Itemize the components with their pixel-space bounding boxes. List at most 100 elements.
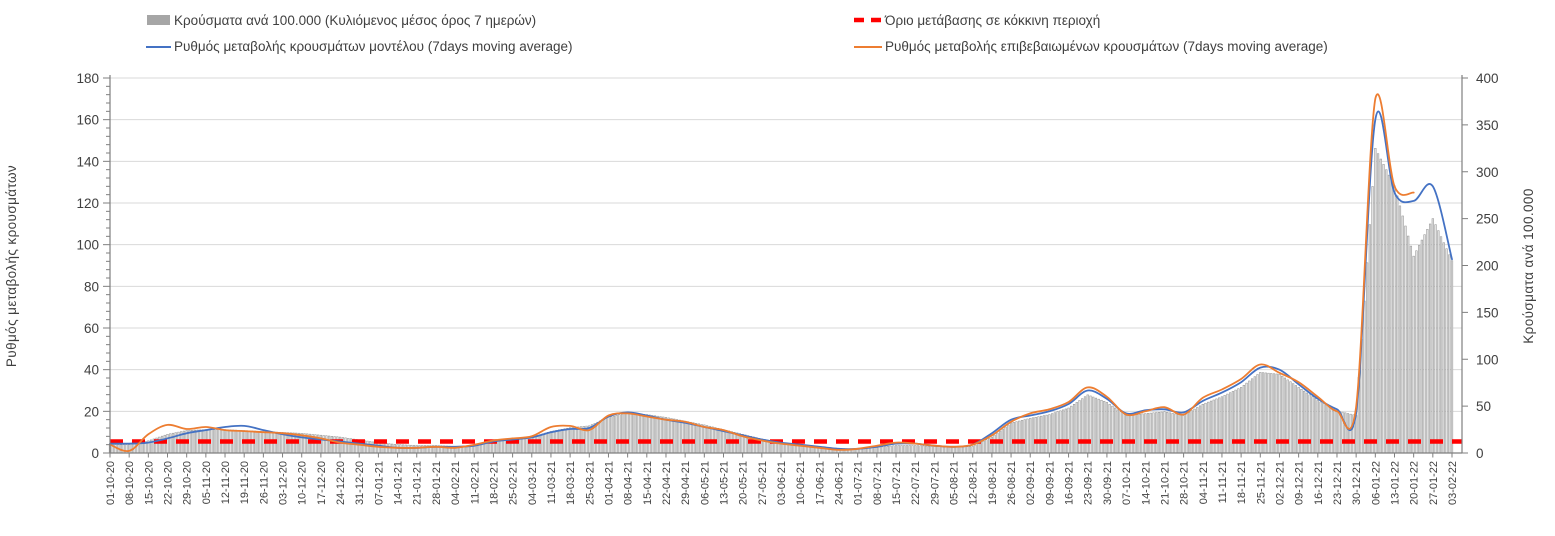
x-axis-tick-label: 16-09-21 [1064, 461, 1076, 505]
x-axis-tick-label: 02-12-21 [1274, 461, 1286, 505]
x-axis-tick-label: 26-08-21 [1006, 461, 1018, 505]
x-axis-tick-label: 17-06-21 [814, 461, 826, 505]
x-axis-tick-label: 21-10-21 [1159, 461, 1171, 505]
confirmed-legend-label: Ρυθμός μεταβολής επιβεβαιωμένων κρουσμάτ… [885, 39, 1328, 54]
right-axis-tick-label: 150 [1476, 305, 1499, 320]
left-axis-tick-label: 40 [84, 363, 99, 378]
x-axis-tick-label: 14-10-21 [1140, 461, 1152, 505]
x-axis-tick-label: 08-04-21 [623, 461, 635, 505]
x-axis-tick-label: 13-01-22 [1389, 461, 1401, 505]
x-axis-tick-label: 23-12-21 [1332, 461, 1344, 505]
left-axis-tick-label: 60 [84, 321, 99, 336]
x-axis-tick-label: 15-10-20 [143, 461, 155, 505]
plot-area: 0 20 40 60 80 100 120 140 160 180 0 50 100 150 200 250 3… [76, 71, 1498, 505]
right-axis-tick-label: 0 [1476, 446, 1484, 461]
x-axis-tick-label: 16-12-21 [1313, 461, 1325, 505]
x-axis-tick-label: 19-11-20 [239, 461, 251, 504]
model-rate-line [109, 110, 1453, 450]
x-axis-tick-label: 15-07-21 [891, 461, 903, 505]
x-axis-tick-label: 29-07-21 [929, 461, 941, 505]
x-axis-tick-label: 06-01-22 [1370, 461, 1382, 505]
x-axis-tick-label: 20-05-21 [738, 461, 750, 505]
x-axis-tick-label: 19-08-21 [987, 461, 999, 505]
x-axis-tick-label: 01-07-21 [853, 461, 865, 505]
right-axis-tick-label: 100 [1476, 352, 1499, 367]
x-axis-tick-label: 03-06-21 [776, 461, 788, 505]
x-axis-tick-label: 09-12-21 [1294, 461, 1306, 505]
x-axis-tick-label: 04-02-21 [450, 461, 462, 505]
right-axis-title: Κρούσματα ανά 100.000 [1521, 188, 1536, 344]
x-axis-tick-label: 10-12-20 [297, 461, 309, 505]
x-axis-tick-label: 18-11-21 [1236, 461, 1248, 504]
x-axis-tick-label: 05-08-21 [949, 461, 961, 505]
x-axis-tick-label: 15-04-21 [642, 461, 654, 505]
left-axis-tick-label: 120 [76, 196, 99, 211]
x-axis-tick-label: 22-04-21 [661, 461, 673, 505]
x-axis-tick-label: 25-02-21 [508, 461, 520, 505]
x-axis-tick-label: 29-04-21 [680, 461, 692, 505]
right-axis-tick-label: 400 [1476, 71, 1499, 86]
x-axis-tick-label: 22-07-21 [910, 461, 922, 505]
x-axis-tick-label: 01-10-20 [105, 461, 117, 505]
left-axis-tick-label: 140 [76, 154, 99, 169]
x-axis-tick-label: 07-01-21 [373, 461, 385, 505]
x-axis-tick-label: 23-09-21 [1083, 461, 1095, 505]
x-axis-tick-label: 08-10-20 [124, 461, 136, 505]
left-axis-tick-label: 100 [76, 238, 99, 253]
x-axis-tick-label: 11-03-21 [546, 461, 558, 504]
x-axis-tick-label: 03-12-20 [278, 461, 290, 505]
x-axis-tick-label: 18-02-21 [488, 461, 500, 505]
x-axis-tick-label: 03-02-22 [1447, 461, 1459, 505]
x-axis-tick-label: 04-11-21 [1198, 461, 1210, 504]
x-axis-tick-label: 04-03-21 [527, 461, 539, 505]
x-axis-tick-label: 24-12-20 [335, 461, 347, 505]
x-axis-tick-label: 27-01-22 [1428, 461, 1440, 505]
x-axis-tick-label: 20-01-22 [1409, 461, 1421, 505]
right-axis-tick-label: 200 [1476, 259, 1499, 274]
x-axis-tick-label: 22-10-20 [163, 461, 175, 505]
x-axis-tick-label: 28-10-21 [1179, 461, 1191, 505]
x-axis-tick-label: 17-12-20 [316, 461, 328, 505]
right-axis-tick-label: 300 [1476, 165, 1499, 180]
x-axis-tick-label: 26-11-20 [258, 461, 270, 504]
x-axis-tick-label: 11-11-21 [1217, 461, 1229, 503]
right-axis-tick-label: 50 [1476, 399, 1491, 414]
bars-legend-label: Κρούσματα ανά 100.000 (Κυλιόμενος μέσος … [174, 13, 536, 28]
x-axis-tick-label: 12-11-20 [220, 461, 232, 504]
x-axis-tick-label: 30-12-21 [1351, 461, 1363, 505]
left-axis-tick-label: 80 [84, 279, 99, 294]
bars-legend-swatch [147, 15, 170, 25]
x-axis-tick-label: 09-09-21 [1044, 461, 1056, 505]
left-axis-tick-label: 160 [76, 113, 99, 128]
left-axis-tick-label: 20 [84, 404, 99, 419]
left-axis-tick-label: 180 [76, 71, 99, 86]
x-axis-tick-label: 02-09-21 [1025, 461, 1037, 505]
x-axis-tick-label: 01-04-21 [603, 461, 615, 505]
threshold-legend-label: Όριο μετάβασης σε κόκκινη περιοχή [884, 13, 1100, 28]
x-axis-tick-label: 08-07-21 [872, 461, 884, 505]
x-axis-tick-label: 18-03-21 [565, 461, 577, 505]
model-legend-label: Ρυθμός μεταβολής κρουσμάτων μοντέλου (7d… [174, 39, 573, 54]
x-axis-tick-label: 24-06-21 [834, 461, 846, 505]
legend: Κρούσματα ανά 100.000 (Κυλιόμενος μέσος … [146, 13, 1328, 54]
x-axis-tick-label: 12-08-21 [968, 461, 980, 505]
x-axis-tick-label: 31-12-20 [354, 461, 366, 505]
x-axis-tick-label: 10-06-21 [795, 461, 807, 505]
confirmed-rate-line [109, 93, 1415, 453]
x-axis-tick-label: 27-05-21 [757, 461, 769, 505]
x-axis-tick-label: 29-10-20 [182, 461, 194, 505]
x-axis-tick-label: 25-03-21 [584, 461, 596, 505]
x-axis-tick-label: 13-05-21 [718, 461, 730, 505]
left-axis-title: Ρυθμός μεταβολής κρουσμάτων [4, 165, 19, 367]
x-axis-tick-label: 11-02-21 [469, 461, 481, 504]
x-axis-tick-label: 07-10-21 [1121, 461, 1133, 505]
bars-series [108, 148, 1454, 454]
left-axis-tick-label: 0 [91, 446, 99, 461]
right-axis-tick-label: 250 [1476, 212, 1499, 227]
right-axis-tick-label: 350 [1476, 118, 1499, 133]
x-axis-tick-label: 14-01-21 [393, 461, 405, 505]
x-axis-tick-label: 05-11-20 [201, 461, 213, 504]
x-axis-tick-label: 25-11-21 [1255, 461, 1267, 504]
